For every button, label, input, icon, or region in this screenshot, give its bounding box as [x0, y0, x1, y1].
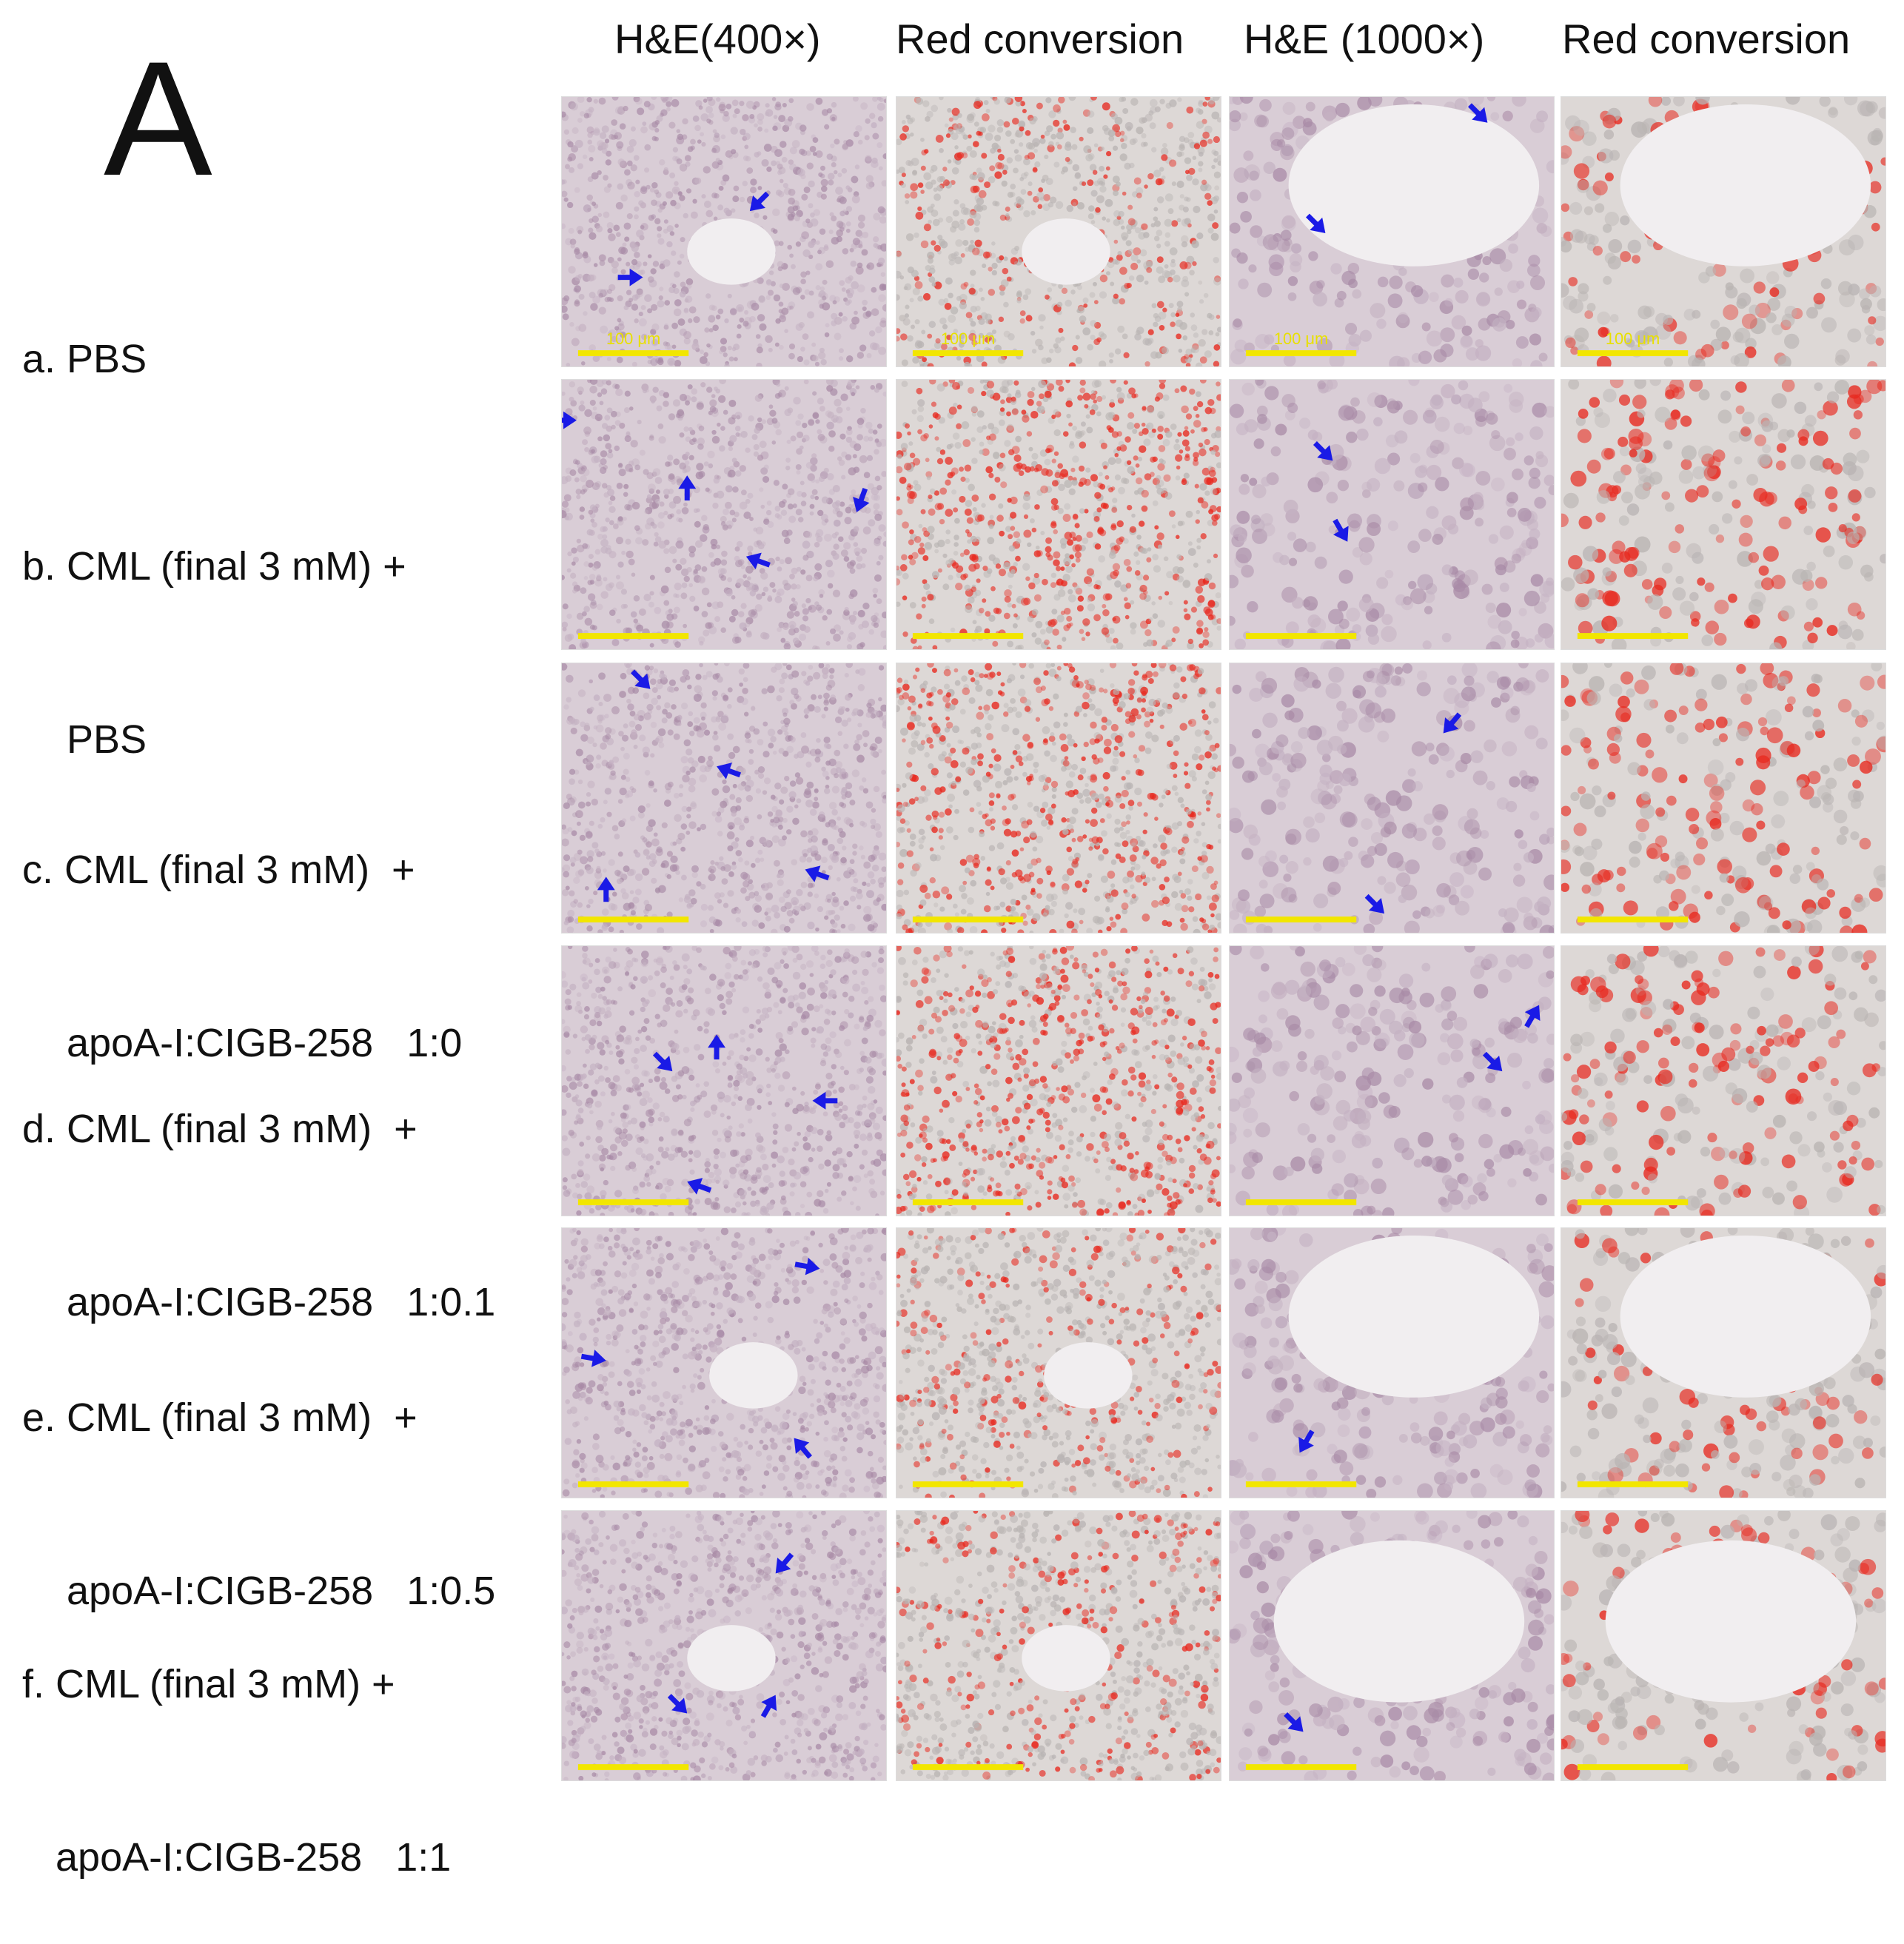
- scale-bar: [913, 1481, 1023, 1487]
- scale-bar-label: 100 μm: [1274, 329, 1328, 348]
- micrograph-b-2: [896, 379, 1221, 650]
- scale-bar: [1578, 633, 1688, 639]
- scale-bar: [913, 916, 1023, 922]
- micrograph-a-1: 100 μm: [561, 96, 887, 367]
- scale-bar-label: 100 μm: [1606, 329, 1660, 348]
- scale-bar: [1578, 1199, 1688, 1205]
- column-header-he-400: H&E(400×): [614, 15, 821, 63]
- micrograph-b-3: [1229, 379, 1555, 650]
- scale-bar: [1246, 633, 1356, 639]
- row-label-f: f. CML (final 3 mM) + apoA-I:CIGB-258 1:…: [22, 1540, 451, 1944]
- scale-bar: [1246, 1764, 1356, 1770]
- scale-bar: [1578, 1481, 1688, 1487]
- scale-bar: [1246, 1199, 1356, 1205]
- micrograph-f-2: [896, 1510, 1221, 1781]
- scale-bar: [913, 633, 1023, 639]
- row-label-e-line-1: e. CML (final 3 mM) +: [22, 1389, 495, 1447]
- scale-bar: [913, 350, 1023, 356]
- column-header-red-conversion-1: Red conversion: [896, 15, 1184, 63]
- scale-bar: [913, 1199, 1023, 1205]
- row-label-a: a. PBS: [22, 215, 147, 446]
- micrograph-e-3: [1229, 1227, 1555, 1498]
- micrograph-e-1: [561, 1227, 887, 1498]
- scale-bar: [1246, 916, 1356, 922]
- scale-bar: [578, 1764, 688, 1770]
- scale-bar: [1246, 350, 1356, 356]
- micrograph-d-4: [1561, 945, 1886, 1216]
- scale-bar: [578, 1199, 688, 1205]
- micrograph-b-1: [561, 379, 887, 650]
- panel-letter: A: [104, 37, 212, 200]
- micrograph-e-4: [1561, 1227, 1886, 1498]
- scale-bar-label: 100 μm: [606, 329, 660, 348]
- scale-bar: [913, 1764, 1023, 1770]
- micrograph-d-1: [561, 945, 887, 1216]
- micrograph-a-4: 100 μm: [1561, 96, 1886, 367]
- micrograph-d-2: [896, 945, 1221, 1216]
- micrograph-c-4: [1561, 663, 1886, 934]
- scale-bar: [578, 350, 688, 356]
- micrograph-b-4: [1561, 379, 1886, 650]
- row-label-a-line-1: a. PBS: [22, 330, 147, 388]
- scale-bar: [1578, 916, 1688, 922]
- row-label-b-line-1: b. CML (final 3 mM) +: [22, 537, 406, 595]
- micrograph-e-2: [896, 1227, 1221, 1498]
- micrograph-d-3: [1229, 945, 1555, 1216]
- scale-bar: [1246, 1481, 1356, 1487]
- scale-bar: [578, 1481, 688, 1487]
- scale-bar-label: 100 μm: [941, 329, 995, 348]
- micrograph-c-3: [1229, 663, 1555, 934]
- column-header-he-1000: H&E (1000×): [1244, 15, 1484, 63]
- micrograph-f-1: [561, 1510, 887, 1781]
- micrograph-a-3: 100 μm: [1229, 96, 1555, 367]
- micrograph-f-4: [1561, 1510, 1886, 1781]
- scale-bar: [578, 916, 688, 922]
- column-header-red-conversion-2: Red conversion: [1562, 15, 1850, 63]
- row-label-f-line-2: apoA-I:CIGB-258 1:1: [22, 1829, 451, 1886]
- row-label-f-line-1: f. CML (final 3 mM) +: [22, 1655, 451, 1713]
- micrograph-c-2: [896, 663, 1221, 934]
- row-label-d-line-1: d. CML (final 3 mM) +: [22, 1100, 495, 1158]
- scale-bar: [1578, 1764, 1688, 1770]
- scale-bar: [1578, 350, 1688, 356]
- row-label-c-line-1: c. CML (final 3 mM) +: [22, 841, 462, 899]
- micrograph-c-1: [561, 663, 887, 934]
- micrograph-a-2: 100 μm: [896, 96, 1221, 367]
- micrograph-f-3: [1229, 1510, 1555, 1781]
- scale-bar: [578, 633, 688, 639]
